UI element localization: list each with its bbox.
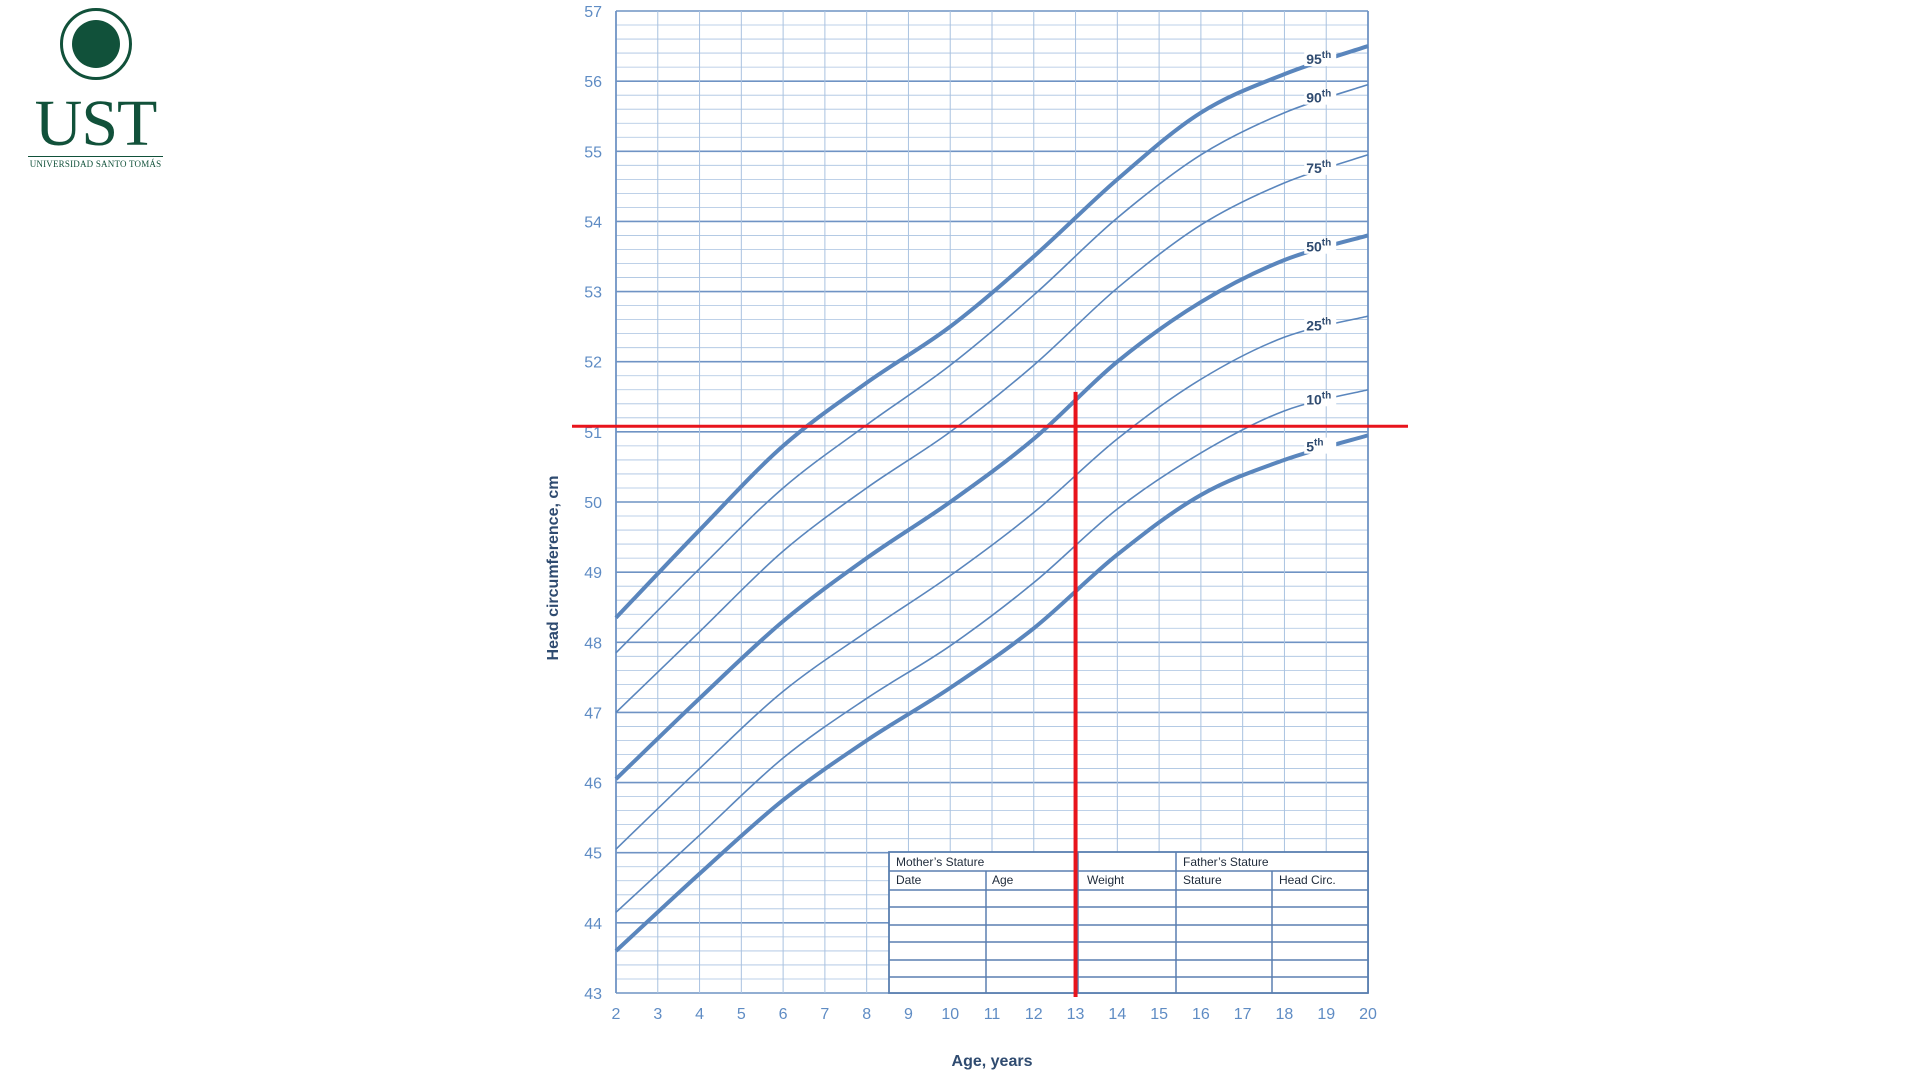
x-tick-label: 15 xyxy=(1150,1006,1168,1023)
percentile-curve-90th xyxy=(615,83,1369,654)
percentile-label-bg xyxy=(1304,316,1337,333)
y-tick-label: 57 xyxy=(584,4,602,21)
x-tick-label: 12 xyxy=(1025,1006,1043,1023)
percentile-curve-75th xyxy=(615,154,1369,714)
y-tick-label: 53 xyxy=(584,285,602,302)
x-tick-label: 4 xyxy=(695,1006,704,1023)
x-axis-title: Age, years xyxy=(952,1053,1033,1070)
percentile-curve-10th xyxy=(615,388,1369,913)
y-tick-label: 46 xyxy=(584,776,602,793)
y-tick-label: 48 xyxy=(584,635,602,652)
percentile-curve-50th xyxy=(614,233,1369,781)
x-tick-label: 8 xyxy=(862,1006,871,1023)
logo-name: UST xyxy=(28,91,163,157)
y-tick-label: 56 xyxy=(584,74,602,91)
x-tick-label: 13 xyxy=(1067,1006,1085,1023)
table-frame xyxy=(888,851,1369,994)
x-tick-label: 7 xyxy=(820,1006,829,1023)
y-axis-title: Head circumference, cm xyxy=(545,476,562,661)
x-tick-label: 10 xyxy=(941,1006,959,1023)
y-tick-label: 54 xyxy=(584,214,602,231)
y-tick-label: 51 xyxy=(584,425,602,442)
table-col-weight: Weight xyxy=(1087,873,1125,887)
university-logo: UST UNIVERSIDAD SANTO TOMÁS xyxy=(28,8,163,169)
x-tick-label: 17 xyxy=(1234,1006,1252,1023)
table-col-stature: Stature xyxy=(1183,873,1222,887)
x-tick-label: 6 xyxy=(779,1006,788,1023)
logo-subtitle: UNIVERSIDAD SANTO TOMÁS xyxy=(29,159,162,169)
table-header-mother-stature: Mother’s Stature xyxy=(896,855,985,869)
x-tick-label: 14 xyxy=(1108,1006,1126,1023)
y-tick-label: 55 xyxy=(584,144,602,161)
x-tick-label: 19 xyxy=(1317,1006,1335,1023)
measurement-table: Mother’s Stature Father’s Stature Date A… xyxy=(888,851,1369,994)
percentile-label-bg xyxy=(1304,88,1337,105)
x-tick-label: 16 xyxy=(1192,1006,1210,1023)
table-col-date: Date xyxy=(896,873,922,887)
seal-emblem-icon xyxy=(59,8,132,80)
y-tick-label: 50 xyxy=(584,495,602,512)
table-col-head-circ: Head Circ. xyxy=(1279,873,1336,887)
x-tick-label: 2 xyxy=(612,1006,621,1023)
percentile-label-bg xyxy=(1304,437,1337,454)
y-tick-label: 47 xyxy=(584,705,602,722)
y-tick-label: 45 xyxy=(584,846,602,863)
x-tick-label: 11 xyxy=(984,1006,1001,1023)
percentile-label-bg xyxy=(1304,158,1337,175)
percentile-curve-5th xyxy=(614,433,1369,953)
percentile-curve-95th xyxy=(614,44,1369,620)
x-tick-label: 9 xyxy=(904,1006,913,1023)
percentile-curve-25th xyxy=(615,315,1369,850)
y-tick-label: 44 xyxy=(584,916,602,933)
table-header-father-stature: Father’s Stature xyxy=(1183,855,1269,869)
x-tick-label: 3 xyxy=(653,1006,662,1023)
percentile-label-bg xyxy=(1304,237,1337,254)
y-tick-label: 43 xyxy=(584,986,602,1003)
x-tick-label: 18 xyxy=(1276,1006,1294,1023)
percentile-label-bg xyxy=(1304,50,1337,67)
y-tick-label: 52 xyxy=(584,355,602,372)
x-tick-label: 5 xyxy=(737,1006,746,1023)
x-tick-label: 20 xyxy=(1359,1006,1377,1023)
y-tick-label: 49 xyxy=(584,565,602,582)
table-col-age: Age xyxy=(992,873,1014,887)
percentile-label-bg xyxy=(1304,390,1337,407)
